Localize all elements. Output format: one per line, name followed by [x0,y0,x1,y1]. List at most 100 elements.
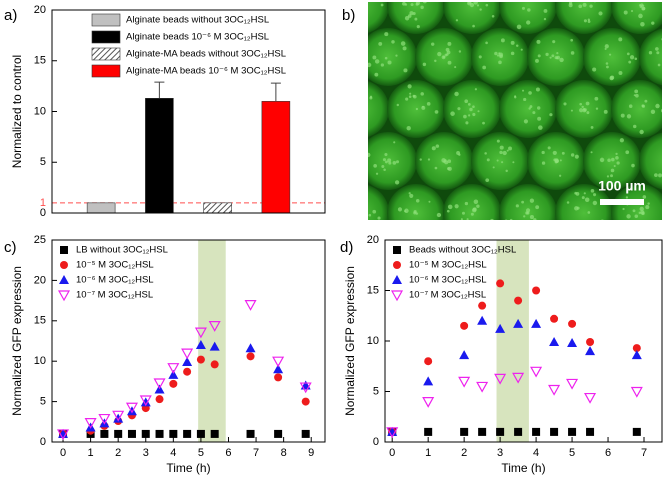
marker [183,429,192,438]
speckle [589,4,593,8]
speckle [619,138,625,143]
legend-swatch [91,47,121,61]
speckle [538,125,543,130]
speckle [469,2,475,8]
x-tick-label: 4 [533,447,539,459]
speckle [387,60,392,65]
speckle [574,206,579,211]
speckle [431,146,436,151]
speckle [446,53,449,56]
speckle [633,124,637,129]
speckle [499,150,503,155]
marker [514,296,523,305]
marker [246,429,255,438]
x-tick-label: 3 [497,447,503,459]
speckle [583,108,587,112]
speckle [540,229,543,232]
speckle [362,111,365,114]
speckle [473,199,479,204]
speckle [426,102,431,106]
x-tick-label: 2 [115,447,121,459]
speckle [374,72,379,77]
speckle [455,19,459,22]
x-tick-label: 7 [641,447,647,459]
marker [169,379,178,388]
legend-marker [393,261,401,269]
marker [210,429,219,438]
speckle [554,158,559,163]
speckle [496,159,499,162]
speckle [464,201,469,206]
bead [611,80,662,138]
marker [460,427,469,436]
marker [476,381,489,393]
speckle [529,198,535,203]
speckle [443,160,446,163]
speckle [415,212,419,215]
speckle [535,87,540,92]
speckle [595,107,599,110]
marker [100,429,109,438]
speckle [357,109,361,113]
speckle [583,19,587,23]
marker [386,427,399,439]
speckle [551,54,555,58]
marker [112,410,125,422]
plot-frame [51,9,326,214]
legend-label: Alginate beads without 3OC₁₂HSL [126,15,269,26]
y-axis-title: Normalized GFP expression [10,266,24,416]
speckle [632,209,636,213]
marker [84,418,97,429]
panel-label: a) [4,7,17,24]
speckle [502,150,507,156]
bead [471,132,529,190]
speckle [485,178,490,183]
speckle [391,40,395,44]
marker [549,337,560,347]
marker [550,427,559,436]
speckle [515,44,519,47]
speckle [622,207,625,211]
speckle [402,2,406,6]
legend-label: LB without 3OC₁₂HSL [76,245,168,256]
marker [632,344,641,353]
speckle [476,4,480,7]
bead [443,184,501,220]
speckle [633,94,636,97]
x-tick-label: 5 [569,447,575,459]
speckle [474,88,477,91]
marker [155,395,164,404]
speckle [570,109,573,112]
legend-label: Beads without 3OC₁₂HSL [409,245,516,256]
speckle [626,214,631,219]
marker [139,395,152,407]
speckle [400,41,406,46]
speckle [626,114,632,119]
speckle [599,157,605,163]
marker [168,369,179,379]
speckle [590,189,595,193]
speckle [635,93,639,98]
speckle [610,168,615,173]
highlight-band [496,240,529,442]
marker [584,392,597,404]
marker [586,338,595,347]
speckle [556,57,559,60]
marker [196,429,205,438]
error-bar [270,82,281,102]
bead [368,28,417,86]
marker [460,321,469,330]
speckle [536,106,541,110]
speckle [422,62,427,67]
speckle [648,51,653,55]
speckle [485,3,489,7]
speckle [638,4,641,7]
legend-swatch [91,64,121,78]
speckle [350,195,352,197]
speckle [394,180,400,185]
speckle [655,47,659,51]
speckle [485,41,488,45]
marker [631,350,642,360]
speckle [609,76,614,81]
